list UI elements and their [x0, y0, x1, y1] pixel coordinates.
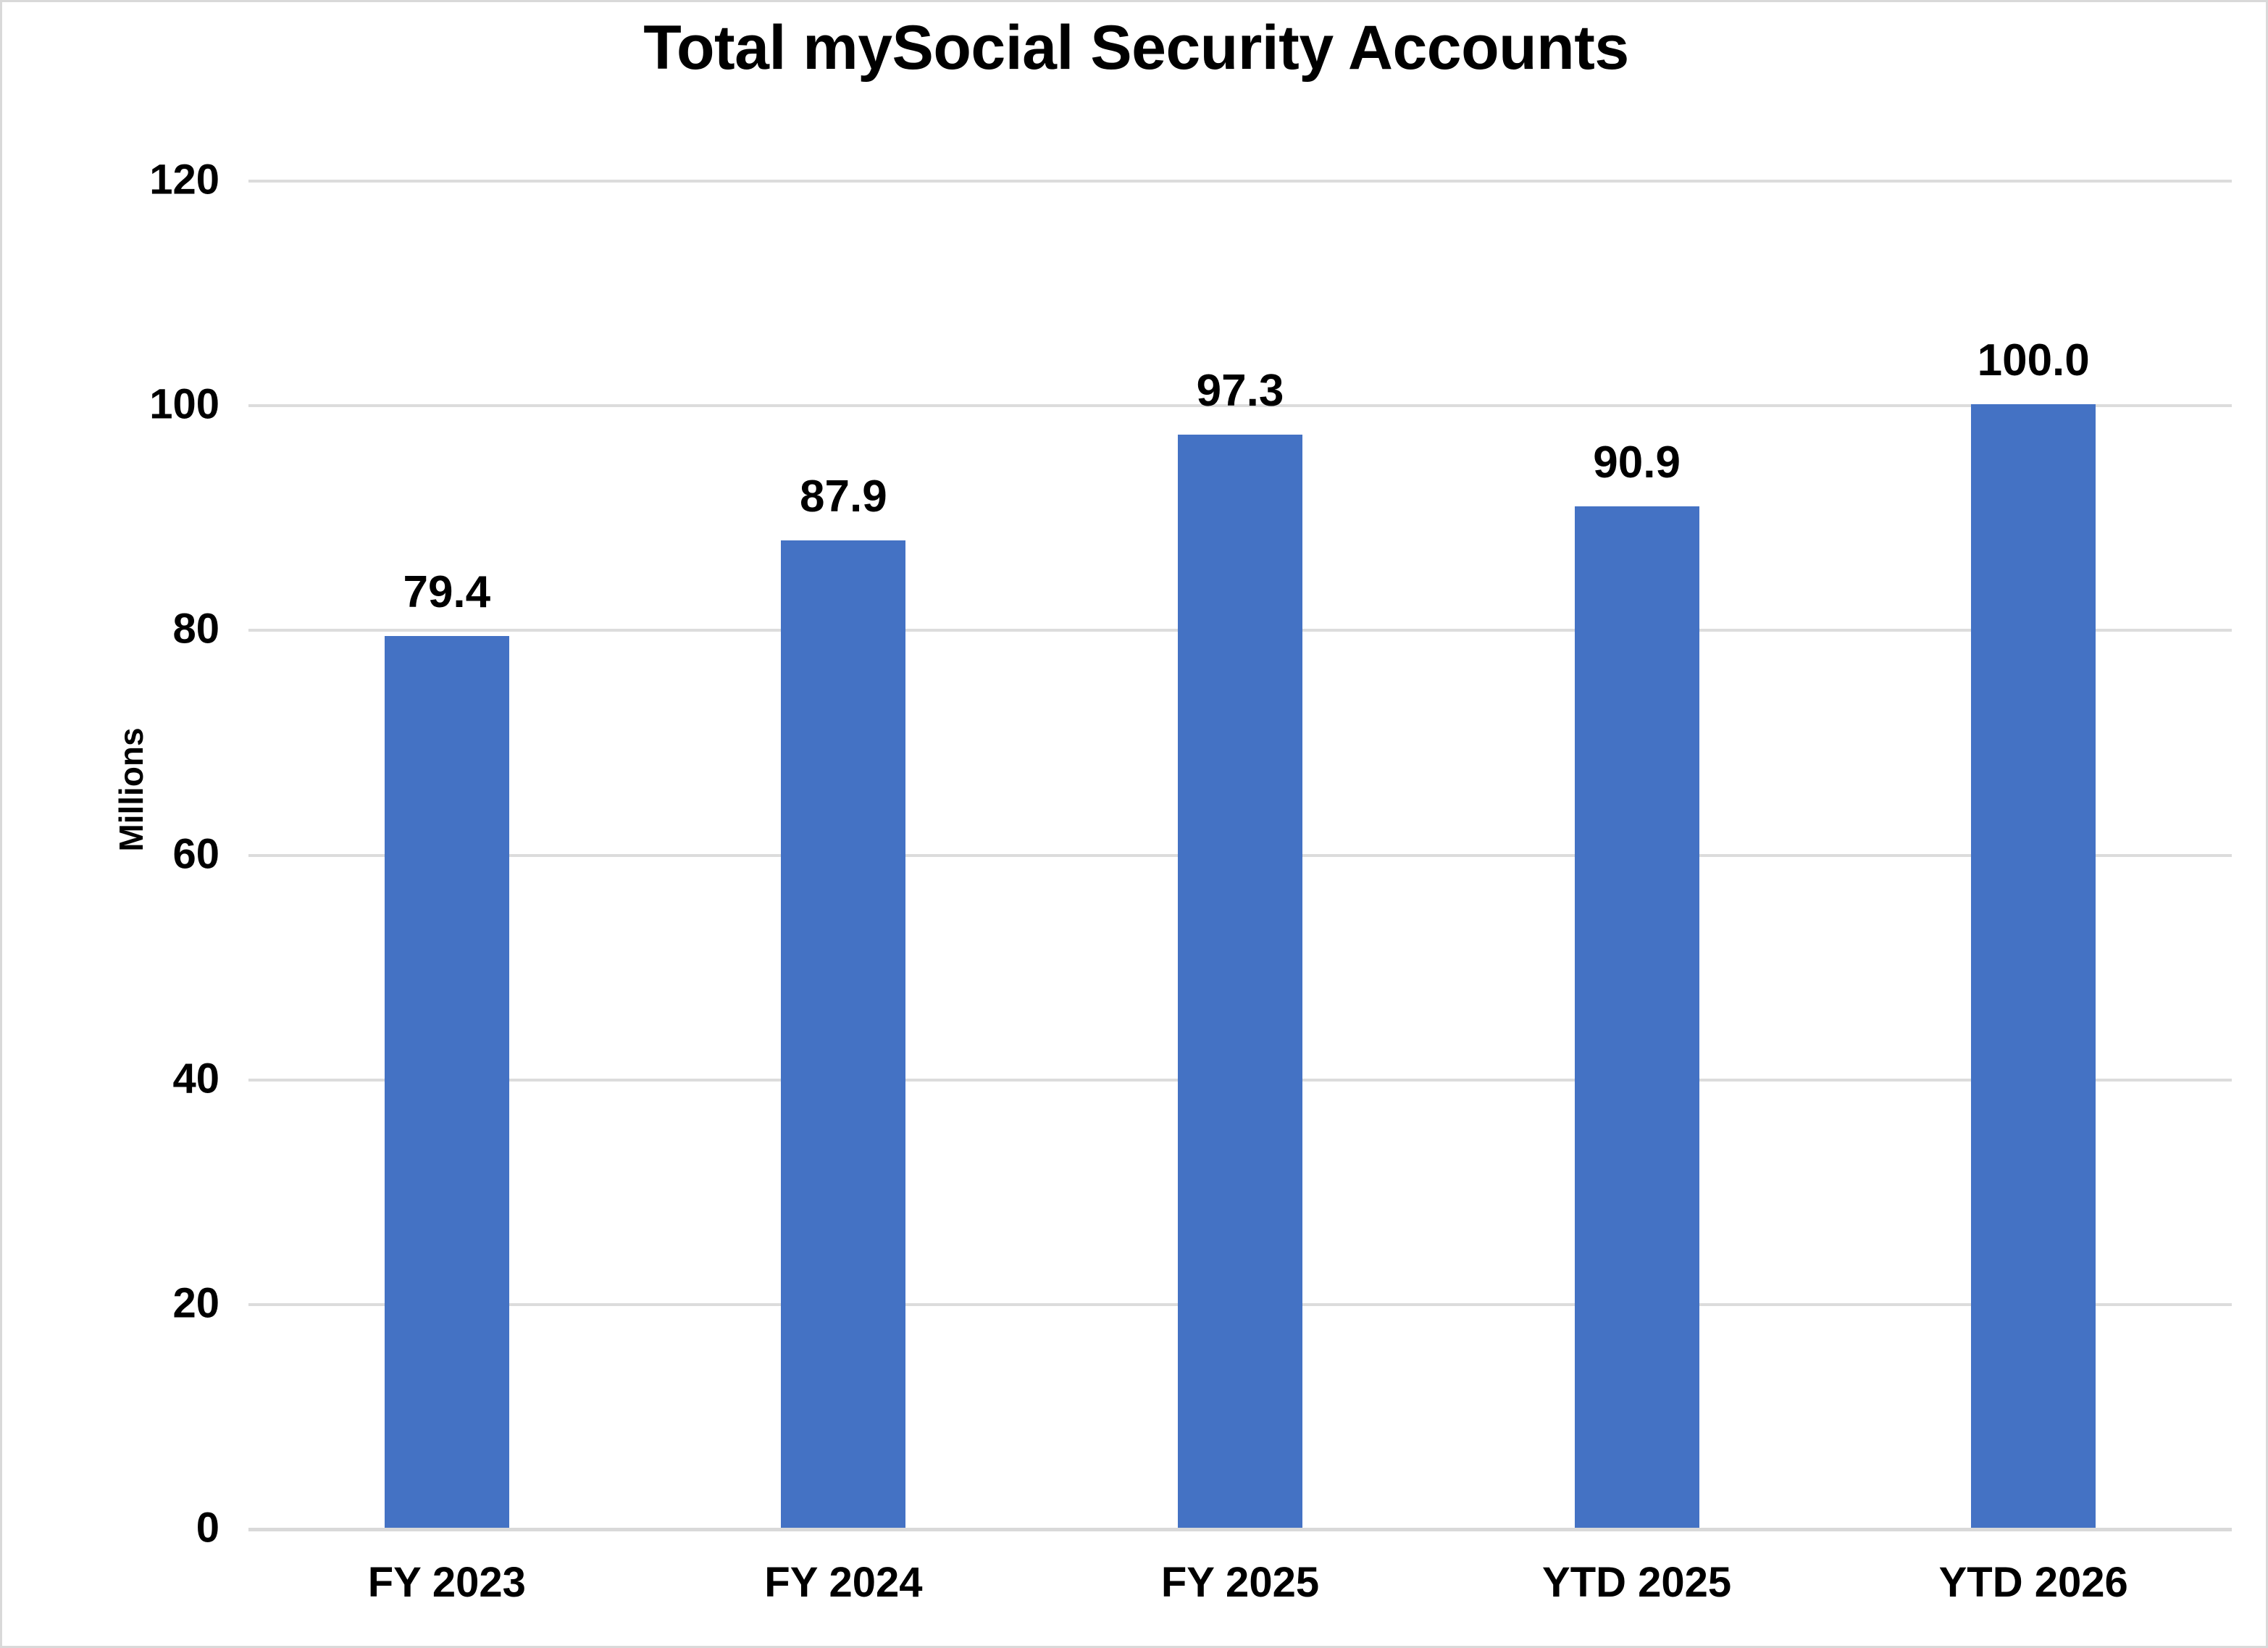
bar-value-label: 79.4 — [403, 566, 491, 617]
chart-title: Total mySocial Security Accounts — [643, 13, 1629, 83]
bar[interactable] — [1177, 435, 1302, 1528]
x-axis-tick-label: YTD 2026 — [1938, 1559, 2128, 1606]
gridline — [248, 180, 2232, 183]
bar-value-label: 97.3 — [1196, 366, 1284, 417]
y-axis-tick-label: 60 — [172, 830, 219, 877]
y-axis-tick-label: 80 — [172, 605, 219, 653]
bar-slot: 90.9 — [1439, 180, 1836, 1528]
bar[interactable] — [781, 540, 906, 1528]
bar[interactable] — [1574, 506, 1699, 1528]
x-axis-tick-label: FY 2024 — [764, 1559, 923, 1606]
bar-slot: 100.0 — [1835, 180, 2232, 1528]
y-axis-tick-label: 20 — [172, 1279, 219, 1327]
bar-value-label: 100.0 — [1977, 335, 2090, 386]
bar-slot: 97.3 — [1042, 180, 1439, 1528]
bar-value-label: 90.9 — [1593, 438, 1681, 488]
axis-line-zero — [248, 1528, 2232, 1531]
bar-slot: 79.4 — [248, 180, 645, 1528]
bar[interactable] — [1971, 404, 2096, 1528]
plot-area: 79.4 87.9 97.3 90.9 100.0 — [248, 180, 2232, 1531]
bar[interactable] — [384, 635, 509, 1528]
x-axis-tick-label: YTD 2025 — [1542, 1559, 1732, 1606]
bar-slot: 87.9 — [645, 180, 1042, 1528]
x-axis-tick-label: FY 2023 — [367, 1559, 526, 1606]
y-axis-tick-label: 120 — [149, 156, 219, 204]
x-axis-tick-label: FY 2025 — [1160, 1559, 1320, 1606]
gridline — [248, 404, 2232, 408]
y-axis-tick-label: 0 — [196, 1504, 219, 1552]
y-axis-tick-label: 100 — [149, 380, 219, 428]
bar-value-label: 87.9 — [800, 471, 887, 522]
y-axis-tick-label: 40 — [172, 1055, 219, 1103]
